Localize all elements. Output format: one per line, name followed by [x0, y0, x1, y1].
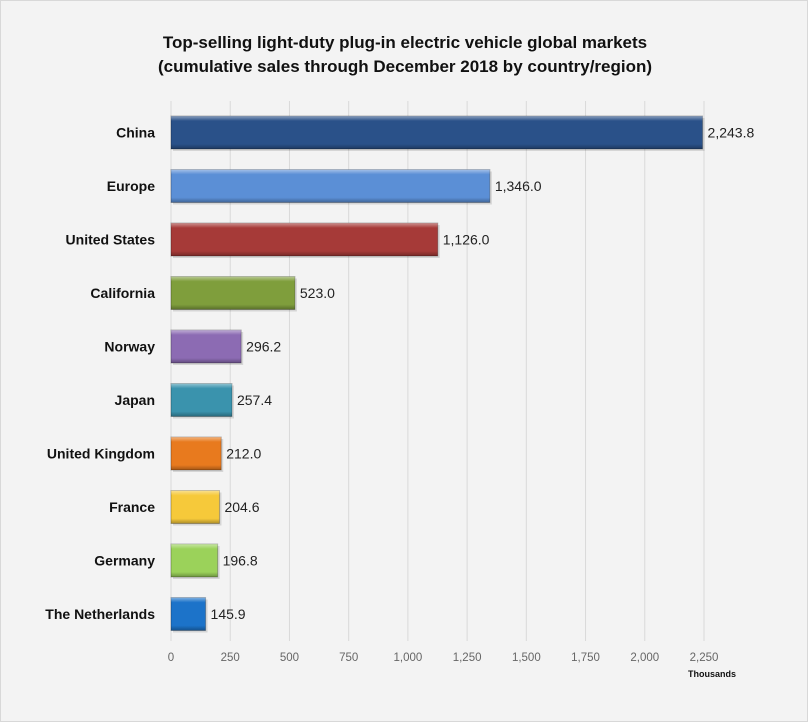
category-label: Japan — [115, 392, 155, 408]
bar-bevel — [171, 544, 218, 577]
category-label: United Kingdom — [47, 446, 155, 462]
bar-bevel — [171, 490, 220, 524]
x-tick-label: 0 — [168, 652, 174, 664]
bar-bevel — [171, 383, 232, 417]
x-tick-label: 1,000 — [393, 652, 422, 664]
bar-bevel — [171, 169, 490, 203]
category-label: California — [90, 285, 155, 301]
data-label: 196.8 — [223, 553, 258, 569]
category-label: United States — [66, 232, 156, 248]
x-tick-label: 2,250 — [690, 652, 719, 664]
chart-subtitle: (cumulative sales through December 2018 … — [158, 57, 652, 76]
bar-bevel — [171, 223, 438, 256]
bar-bevel — [171, 276, 295, 310]
bar-bevel — [171, 116, 703, 149]
category-label: China — [116, 125, 155, 141]
data-label: 145.9 — [211, 606, 246, 622]
data-label: 2,243.8 — [708, 125, 755, 141]
bar-bevel — [171, 330, 242, 363]
x-tick-label: 1,750 — [571, 652, 600, 664]
category-label: Norway — [104, 339, 155, 355]
data-label: 257.4 — [237, 392, 272, 408]
category-label: Germany — [94, 553, 155, 569]
x-tick-label: 2,000 — [630, 652, 659, 664]
data-label: 296.2 — [246, 339, 281, 355]
x-tick-label: 500 — [280, 652, 299, 664]
bar-bevel — [171, 597, 206, 631]
category-label: The Netherlands — [45, 606, 155, 622]
data-label: 1,346.0 — [495, 178, 542, 194]
data-label: 204.6 — [224, 499, 259, 515]
chart-title: Top-selling light-duty plug-in electric … — [163, 33, 647, 52]
data-label: 523.0 — [300, 285, 335, 301]
x-axis-label: Thousands — [688, 669, 736, 679]
data-label: 1,126.0 — [443, 232, 490, 248]
category-label: Europe — [107, 178, 155, 194]
bar-bevel — [171, 437, 222, 470]
x-tick-label: 1,500 — [512, 652, 541, 664]
data-label: 212.0 — [226, 446, 261, 462]
x-tick-label: 250 — [221, 652, 240, 664]
x-tick-label: 750 — [339, 652, 358, 664]
category-label: France — [109, 499, 155, 515]
x-tick-label: 1,250 — [453, 652, 482, 664]
